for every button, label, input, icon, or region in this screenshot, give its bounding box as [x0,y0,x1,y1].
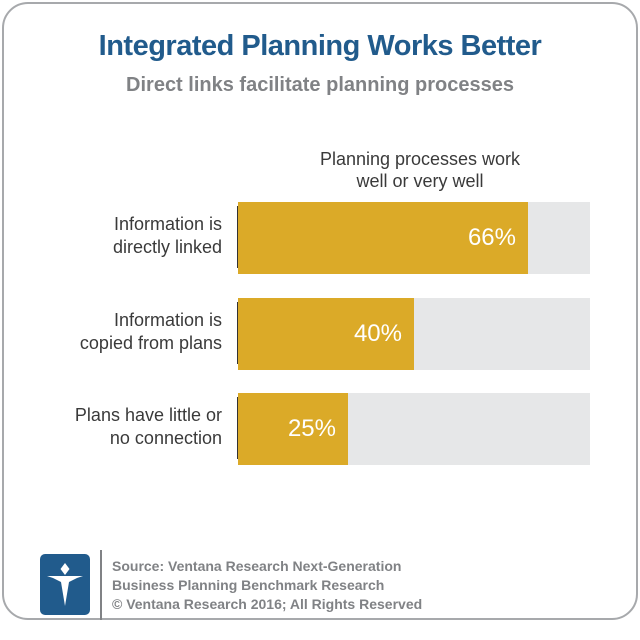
category-label-line: no connection [109,428,222,448]
bar-value-label: 25% [287,415,336,442]
category-label-line: Information is [113,214,222,234]
bar: 66% [238,202,528,274]
chart-subtitle: Direct links facilitate planning process… [126,74,514,96]
bar-row: Information is directly linked 66% [0,200,640,274]
bar-row: Information is copied from plans 40% [0,296,640,370]
bar: 25% [238,393,348,465]
series-label-line1: Planning processes work [319,149,521,169]
bar-row: Plans have little or no connection 25% [0,391,640,465]
bar-value-label: 40% [353,320,402,347]
category-label-line: directly linked [112,237,222,257]
category-label: Information is copied from plans [80,296,222,368]
category-label-line: Information is [113,310,222,330]
category-label: Plans have little or no connection [75,391,222,463]
ventana-logo-icon [40,554,90,615]
source-line: Source: Ventana Research Next-Generation [112,558,402,574]
footer-divider [100,550,102,620]
source-line: Business Planning Benchmark Research [112,577,385,593]
category-label: Information is directly linked [113,200,222,272]
copyright-line: © Ventana Research 2016; All Rights Rese… [112,596,423,612]
bar: 40% [238,298,414,370]
series-label: Planning processes work well or very wel… [270,148,570,192]
category-label-line: copied from plans [79,333,222,353]
series-label-line2: well or very well [356,171,484,191]
chart-title: Integrated Planning Works Better [98,30,542,62]
category-label-line: Plans have little or [74,405,222,425]
bar-value-label: 66% [467,224,516,251]
source-note: Source: Ventana Research Next-Generation… [112,557,422,614]
